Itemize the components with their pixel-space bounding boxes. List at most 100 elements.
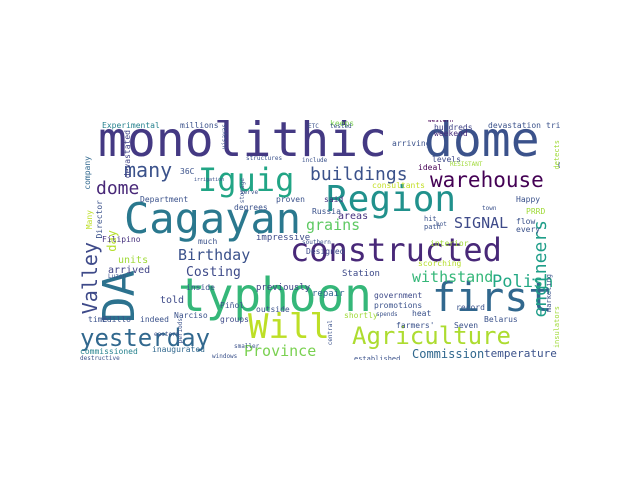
word-groups: groups	[220, 315, 249, 324]
word-36c: 36C	[180, 167, 195, 176]
word-repair: repair	[312, 289, 345, 299]
word-cloud: monolithic dome Cagayan Region construct…	[80, 120, 560, 360]
word-time: time	[88, 315, 108, 324]
word-station: Station	[342, 269, 380, 279]
word-devastated: devastated	[123, 130, 132, 179]
word-typhoon: typhoon	[178, 268, 372, 322]
word-commission: Commission	[412, 347, 485, 360]
word-german: German	[558, 162, 560, 170]
word-farmers: farmers'	[396, 321, 435, 330]
word-yesterday: yesterday	[80, 324, 211, 352]
word-impressive: impressive	[256, 233, 311, 243]
word-valley: Valley	[80, 242, 102, 315]
word-much: much	[198, 237, 218, 246]
word-designed: Designed	[306, 247, 345, 256]
word-smaller: smaller	[234, 343, 260, 350]
word-proven: proven	[276, 195, 305, 204]
word-structures: structures	[246, 155, 283, 162]
word-edillo: Edillo	[102, 315, 131, 324]
word-promotions: promotions	[374, 301, 423, 310]
word-polish: Polish	[492, 272, 554, 292]
word-interior: interior	[430, 239, 469, 248]
word-weekend: weekend	[434, 129, 468, 138]
word-will: Will	[248, 307, 330, 347]
word-warehouse: warehouse	[430, 168, 544, 192]
word-destructive: destructive	[80, 355, 120, 361]
word-southern: southern	[302, 239, 331, 246]
word-irrigation: irrigation	[194, 177, 225, 183]
word-trip: trip	[546, 121, 560, 130]
word-russia: Russia	[312, 207, 341, 216]
word-signal: SIGNAL	[454, 214, 509, 232]
word-told: told	[160, 295, 185, 306]
word-withstand: withstand	[412, 268, 494, 286]
word-agriculture: Agriculture	[352, 322, 511, 350]
word-heat: heat	[412, 309, 432, 318]
word-hundreds: hundreds	[434, 123, 473, 132]
word-visayas: visayas	[221, 124, 228, 150]
word-town: town	[482, 205, 497, 212]
word-consultants: consultants	[372, 181, 425, 190]
word-units: units	[118, 255, 149, 266]
word-record: record	[456, 303, 485, 312]
word-inside: inside	[186, 283, 215, 292]
word-arriving: arriving	[392, 139, 431, 148]
word-costing: Costing	[186, 265, 241, 280]
word-flow: flow	[516, 217, 536, 226]
word-birthday: Birthday	[178, 246, 251, 264]
word-dome-large: dome	[424, 120, 540, 168]
word-inaugurated: inaugurated	[152, 345, 205, 354]
word-dome-small: dome	[96, 178, 140, 199]
word-areas: areas	[338, 211, 369, 222]
word-director: Director	[95, 200, 104, 239]
word-said: said	[324, 195, 344, 204]
word-scorching: scorching	[418, 259, 462, 268]
word-eastern: eastern	[154, 331, 180, 338]
word-detects: detects	[553, 140, 560, 170]
word-path: path	[424, 223, 441, 231]
word-region: Region	[326, 179, 457, 220]
word-western: western	[428, 120, 454, 124]
word-every: every	[516, 225, 541, 234]
word-filipino: Filipino	[102, 235, 141, 244]
word-arrived: arrived	[108, 265, 151, 276]
word-degrees: degrees	[234, 203, 268, 212]
word-experimental: Experimental	[102, 121, 160, 130]
word-indeed: indeed	[140, 315, 169, 324]
word-commissioned: commissioned	[80, 347, 138, 356]
word-province: Province	[244, 342, 317, 360]
word-department: Department	[140, 195, 189, 204]
word-seven: Seven	[454, 321, 479, 330]
word-pinol: Piñol	[220, 301, 245, 310]
word-first: first	[432, 275, 553, 321]
word-grains: grains	[306, 216, 361, 234]
word-previously: previously	[256, 283, 311, 293]
word-ideal: ideal	[418, 163, 443, 172]
word-insulators: insulators	[553, 306, 560, 349]
word-windows: windows	[212, 353, 238, 360]
word-serve: serve	[240, 189, 259, 196]
word-levels: levels	[432, 155, 461, 164]
word-keeps: keeps	[330, 120, 355, 128]
word-include: include	[302, 157, 328, 164]
word-monolithic: monolithic	[98, 120, 387, 168]
word-established: established	[354, 355, 401, 361]
word-narciso: Narciso	[174, 311, 208, 320]
word-tested: tested	[330, 123, 352, 130]
word-devastation: devastation	[488, 121, 541, 130]
word-outside: outside	[256, 305, 290, 314]
word-shortly: shortly	[344, 311, 378, 320]
word-many-small: Many	[85, 210, 94, 230]
word-many: many	[124, 158, 173, 182]
word-luzon: Luzon	[108, 273, 127, 280]
word-etc: ETC	[308, 123, 319, 130]
word-hot: hot	[436, 221, 447, 228]
word-spends: spends	[376, 311, 398, 318]
word-temperature: temperature	[484, 347, 557, 360]
word-resistant: RESISTANT	[450, 161, 483, 168]
word-belarus: Belarus	[484, 315, 518, 324]
word-marketing: marketing	[545, 274, 553, 312]
word-hit: hit	[424, 215, 437, 223]
word-company: company	[83, 156, 92, 190]
word-millions: millions	[180, 121, 219, 130]
